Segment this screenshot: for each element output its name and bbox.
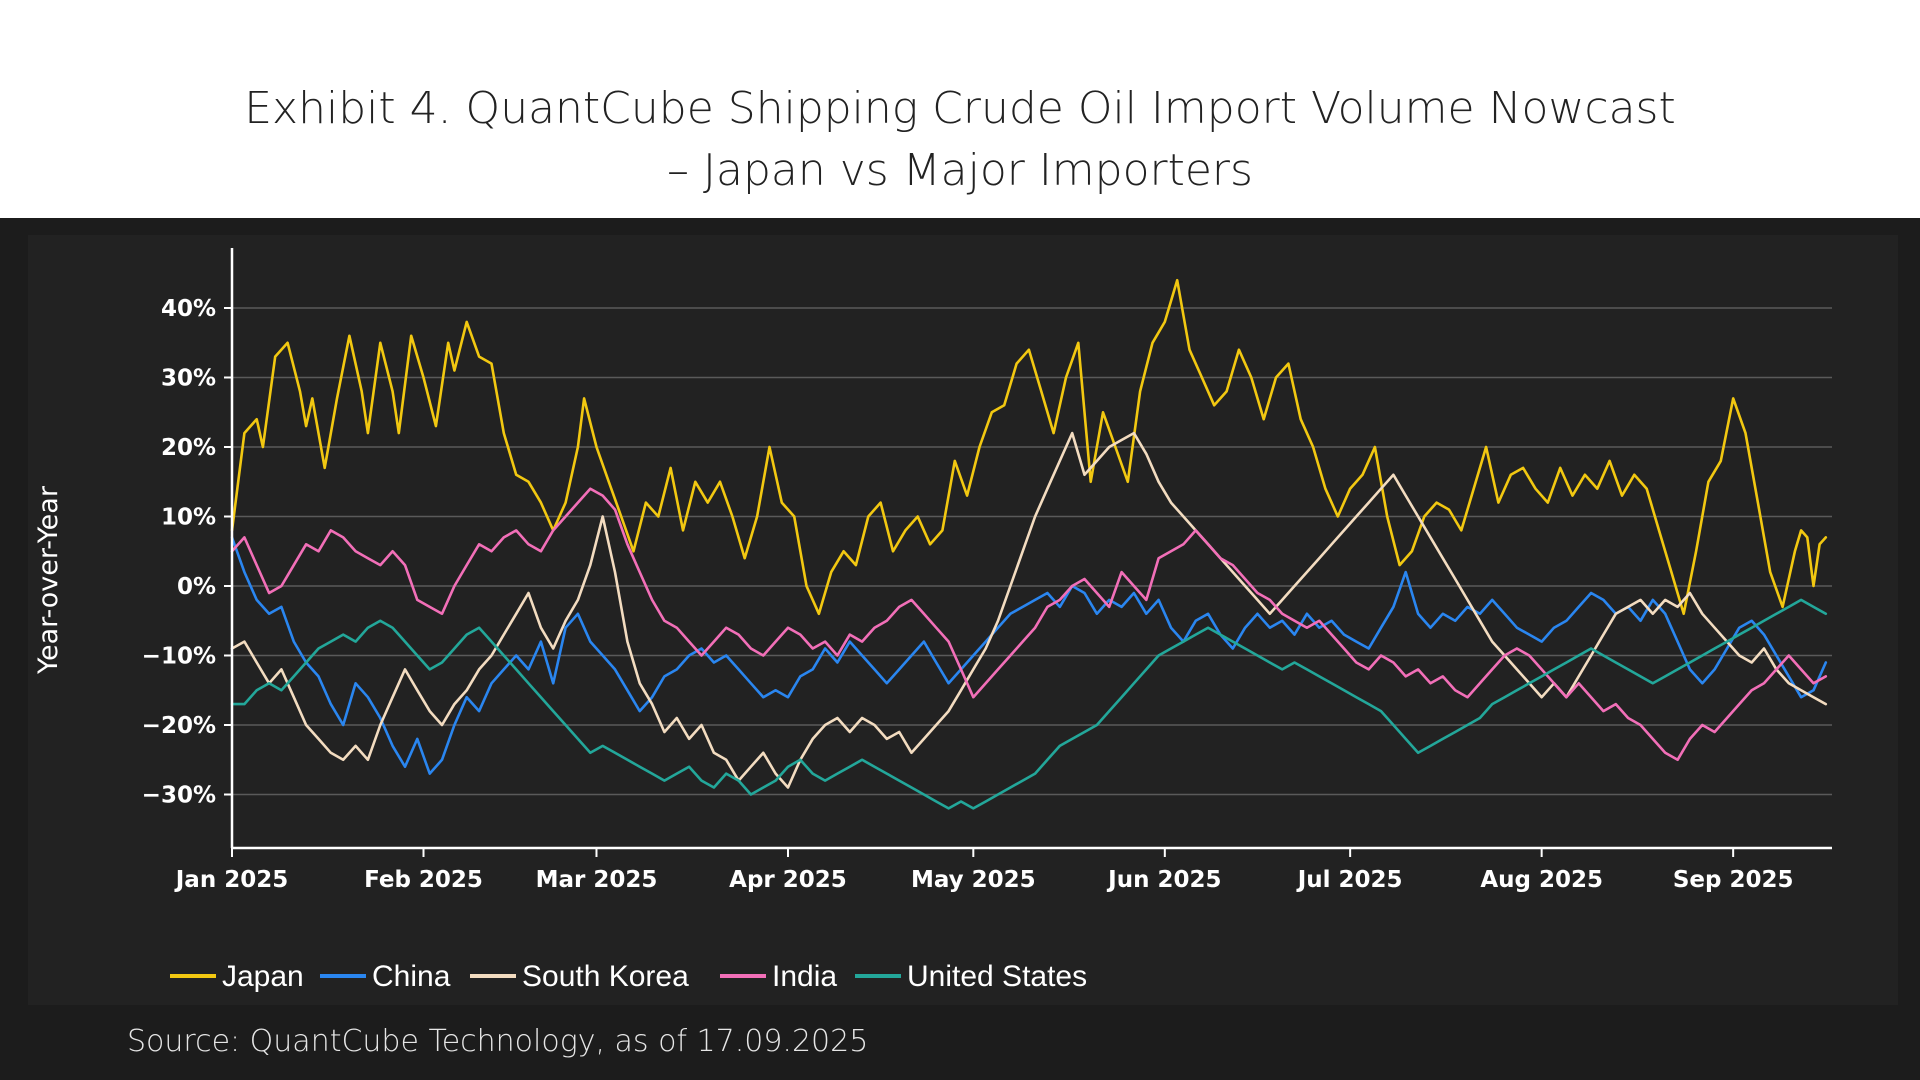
chart-title: Exhibit 4. QuantCube Shipping Crude Oil … [0, 78, 1920, 202]
y-tick-label: −10% [142, 644, 216, 670]
y-tick-label: 10% [161, 505, 216, 531]
grid-lines [232, 307, 1832, 796]
y-tick-label: 40% [161, 296, 216, 322]
chart-card [28, 235, 1898, 1005]
legend-label: South Korea [522, 960, 689, 993]
y-tick-label: 0% [177, 574, 216, 600]
legend-item-south-korea[interactable]: South Korea [470, 960, 689, 993]
legend-item-united-states[interactable]: United States [855, 960, 1087, 993]
chart-title-line-1: Exhibit 4. QuantCube Shipping Crude Oil … [244, 83, 1676, 134]
chart-title-line-2: – Japan vs Major Importers [667, 145, 1253, 196]
series-lines [230, 278, 1828, 810]
series-line-china[interactable] [230, 536, 1828, 775]
axes: 40% 30% 20% 10% 0% −10% −20% −30% Jan 2025 Feb 20… [142, 248, 1832, 893]
series-line-india[interactable] [230, 487, 1828, 762]
x-tick-label: Aug 2025 [1480, 867, 1603, 893]
legend-item-china[interactable]: China [320, 960, 451, 993]
legend-item-japan[interactable]: Japan [170, 960, 304, 993]
series-line-japan[interactable] [230, 278, 1828, 616]
x-tick-label: Feb 2025 [364, 867, 483, 893]
y-axis-label: Year-over-Year [33, 485, 64, 675]
legend[interactable]: Japan China South Korea India United States [170, 960, 1087, 993]
y-tick-label: 30% [161, 366, 216, 392]
y-tick-label: −20% [142, 713, 216, 739]
x-tick-label: Sep 2025 [1673, 867, 1794, 893]
x-tick-label: Apr 2025 [729, 867, 847, 893]
source-note: Source: QuantCube Technology, as of 17.0… [127, 1024, 869, 1059]
legend-label: Japan [222, 960, 304, 993]
y-tick-label: 20% [161, 435, 216, 461]
y-tick-label: −30% [142, 783, 216, 809]
legend-label: China [372, 960, 451, 993]
legend-item-india[interactable]: India [720, 960, 837, 993]
x-tick-label: Jul 2025 [1296, 867, 1403, 893]
x-tick-label: May 2025 [911, 867, 1036, 893]
x-tick-label: Mar 2025 [536, 867, 658, 893]
series-line-south-korea[interactable] [230, 431, 1828, 789]
legend-label: India [772, 960, 837, 993]
series-line-united-states[interactable] [230, 598, 1828, 810]
x-tick-label: Jan 2025 [174, 867, 288, 893]
legend-label: United States [907, 960, 1087, 993]
x-tick-label: Jun 2025 [1106, 867, 1221, 893]
